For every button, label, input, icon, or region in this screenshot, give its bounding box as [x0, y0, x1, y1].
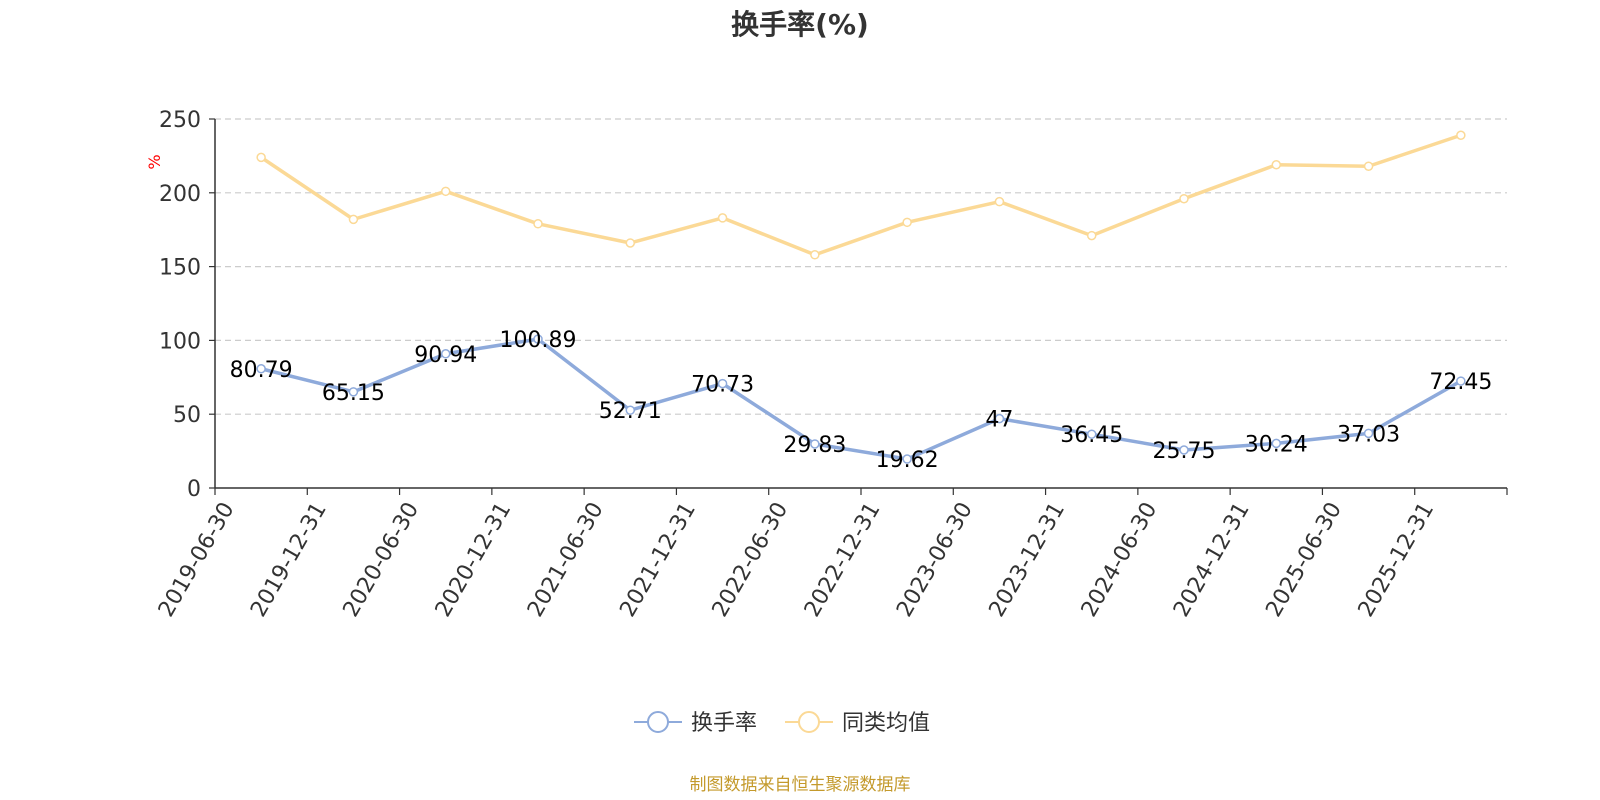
legend-label: 同类均值 — [842, 711, 930, 736]
grid-lines — [215, 118, 1507, 415]
x-tick-label: 2023-12-31 — [985, 498, 1071, 621]
data-point[interactable] — [256, 152, 266, 163]
data-label: 72.45 — [1429, 370, 1492, 395]
y-tick-label: 0 — [187, 477, 201, 502]
y-tick-label: 50 — [173, 403, 201, 428]
data-label: 70.73 — [691, 373, 754, 398]
data-point[interactable] — [348, 387, 359, 397]
data-label: 36.45 — [1060, 423, 1123, 448]
y-axis-unit-label: % — [145, 154, 164, 169]
data-label: 30.24 — [1245, 432, 1308, 457]
series-line-1 — [260, 133, 1462, 257]
data-label: 52.71 — [599, 399, 662, 424]
data-label: 25.75 — [1153, 439, 1216, 464]
x-tick-label: 2025-12-31 — [1354, 498, 1440, 621]
data-point[interactable] — [902, 217, 912, 228]
data-point[interactable] — [1086, 230, 1097, 241]
x-tick-label: 2020-12-31 — [431, 498, 517, 621]
x-tick-label: 2024-12-31 — [1169, 498, 1255, 621]
data-point[interactable] — [533, 219, 543, 229]
data-label: 47 — [985, 408, 1013, 433]
data-point[interactable] — [1271, 438, 1282, 449]
legend-label: 换手率 — [691, 711, 757, 736]
data-point[interactable] — [994, 196, 1005, 207]
data-source-note: 制图数据来自恒生聚源数据库 — [690, 775, 911, 795]
x-tick-label: 2022-06-30 — [708, 498, 794, 621]
data-point[interactable] — [256, 364, 266, 374]
data-point[interactable] — [1179, 445, 1189, 455]
data-point[interactable] — [994, 413, 1005, 424]
data-label: 100.89 — [500, 328, 577, 353]
x-tick-label: 2021-06-30 — [523, 498, 609, 621]
data-labels: 80.79 65.15 90.94 100.89 52.71 70.73 29.83 19.6… — [230, 328, 1493, 473]
data-label: 29.83 — [783, 433, 846, 458]
data-label: 90.94 — [414, 343, 477, 368]
x-tick-label: 2022-12-31 — [800, 498, 886, 621]
chart-title: 换手率(%) — [731, 8, 869, 41]
y-tick-label: 250 — [159, 108, 201, 133]
x-tick-label: 2019-12-31 — [246, 498, 332, 621]
data-point[interactable] — [625, 238, 636, 248]
legend-marker — [798, 711, 820, 733]
series-lines — [256, 130, 1466, 464]
legend-item-0[interactable]: 换手率 — [634, 711, 757, 736]
data-label: 37.03 — [1337, 422, 1400, 447]
data-label: 19.62 — [876, 448, 939, 473]
data-point[interactable] — [440, 186, 451, 197]
x-tick-label: 2024-06-30 — [1077, 498, 1163, 621]
x-tick-label: 2023-06-30 — [892, 498, 978, 621]
data-point[interactable] — [1363, 161, 1374, 171]
data-point[interactable] — [902, 454, 912, 464]
data-point[interactable] — [1363, 428, 1374, 439]
y-tick-label: 200 — [159, 182, 201, 207]
x-tick-label: 2020-06-30 — [339, 498, 425, 621]
data-point[interactable] — [810, 439, 820, 449]
data-point[interactable] — [1456, 130, 1466, 140]
data-point[interactable] — [717, 213, 728, 223]
x-tick-label: 2019-06-30 — [154, 498, 240, 621]
data-point[interactable] — [717, 378, 728, 389]
data-point[interactable] — [625, 405, 636, 415]
data-point[interactable] — [348, 214, 359, 225]
series-line-0 — [260, 337, 1462, 461]
data-label: 80.79 — [230, 358, 293, 383]
y-tick-label: 150 — [159, 256, 201, 281]
data-point[interactable] — [1456, 376, 1466, 386]
data-point[interactable] — [810, 250, 820, 260]
legend-item-1[interactable]: 同类均值 — [785, 711, 930, 736]
data-point[interactable] — [533, 334, 543, 344]
legend-marker — [647, 711, 669, 733]
x-tick-label: 2025-06-30 — [1261, 498, 1347, 621]
data-point[interactable] — [1179, 193, 1189, 204]
data-label: 65.15 — [322, 381, 385, 406]
data-point[interactable] — [1271, 160, 1282, 170]
legend[interactable]: 换手率 同类均值 — [634, 711, 930, 736]
data-point[interactable] — [440, 349, 451, 359]
y-tick-label: 100 — [159, 329, 201, 354]
data-point[interactable] — [1086, 429, 1097, 439]
x-tick-label: 2021-12-31 — [615, 498, 701, 621]
